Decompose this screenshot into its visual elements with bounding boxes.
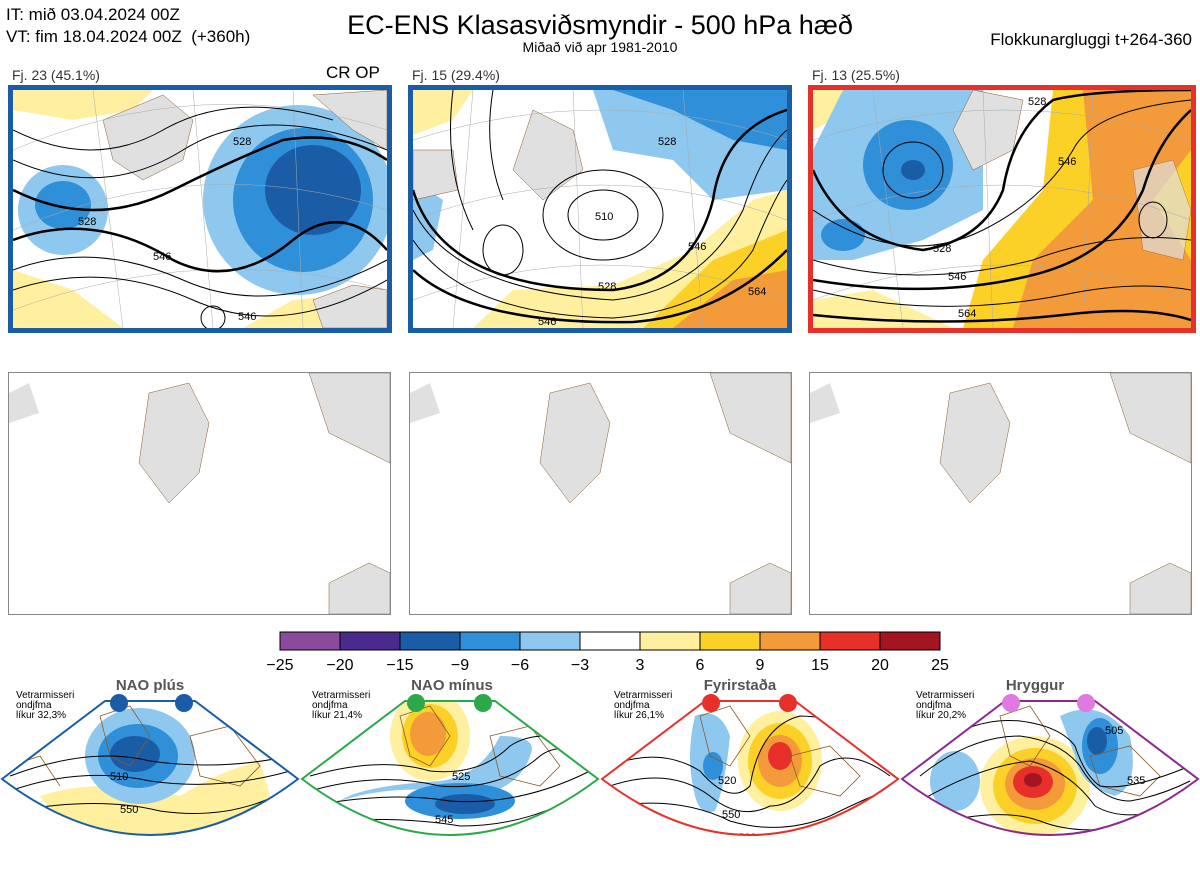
- regime-1-note: Vetrarmisseri: [16, 690, 74, 701]
- regime-1-note: líkur 32,3%: [16, 710, 66, 721]
- colorbar-tick-label: −25: [266, 657, 293, 674]
- colorbar-bin: [819, 631, 881, 651]
- regime-4-note: líkur 20,2%: [916, 710, 966, 721]
- regime-nao-minus: 525 545 565 NAO mínus Vetrarmisseri ondj…: [300, 676, 600, 871]
- cluster-2-map: 528 510 528 546 546 564: [408, 85, 792, 333]
- page-subtitle: Miðað við apr 1981-2010: [522, 39, 678, 55]
- cluster-3-contour-label: 564: [958, 308, 976, 320]
- regime-2-dot: [407, 694, 425, 712]
- cluster-2-contour-label: 546: [688, 241, 706, 253]
- regime-4-note: Vetrarmisseri: [916, 690, 974, 701]
- empty-map-2: [409, 372, 792, 615]
- regime-4-title: Hryggur: [1006, 677, 1065, 694]
- cluster-1-map: 528 546 546 528: [8, 85, 392, 333]
- regime-3-dot: [779, 694, 797, 712]
- cluster-2-contour-label: 546: [538, 316, 556, 328]
- regime-3-contour-label: 550: [722, 809, 740, 821]
- regime-2-contour-label: 565: [445, 849, 463, 861]
- regime-2-note: Vetrarmisseri: [312, 690, 370, 701]
- regime-1-contour-label: 550: [120, 804, 138, 816]
- regime-3-note: ondjfma: [614, 700, 650, 711]
- colorbar-bin: [879, 631, 941, 651]
- colorbar-tick-label: 3: [636, 657, 645, 674]
- colorbar-bin: [579, 631, 641, 651]
- regime-2-dot: [474, 694, 492, 712]
- colorbar: −25 −20 −15 −9 −6 −3 3 6 9 15 20 25: [262, 628, 962, 676]
- regime-4-dot: [1077, 694, 1095, 712]
- cluster-2-contour-label: 510: [595, 211, 613, 223]
- cluster-3-map: 528 546 528 546 564: [808, 85, 1196, 333]
- colorbar-bin: [699, 631, 761, 651]
- cluster-window: Flokkunargluggi t+264-360: [990, 30, 1192, 49]
- cluster-3-contour-label: 528: [933, 243, 951, 255]
- colorbar-bin: [459, 631, 521, 651]
- page-title: EC-ENS Klasasviðsmyndir - 500 hPa hæð: [347, 10, 853, 40]
- colorbar-tick-label: −9: [451, 657, 469, 674]
- colorbar-tick-label: −20: [326, 657, 353, 674]
- regime-2-note: líkur 21,4%: [312, 710, 362, 721]
- cluster-2-contour-label: 564: [748, 286, 766, 298]
- regime-blocking: 520 550 560 Fyrirstaða Vetrarmisseri ond…: [600, 676, 900, 871]
- regime-2-contour-label: 545: [435, 814, 453, 826]
- cluster-3-label: Fj. 13 (25.5%): [812, 67, 900, 83]
- colorbar-tick-label: 9: [756, 657, 765, 674]
- cluster-2-contour-label: 528: [598, 281, 616, 293]
- cluster-1-contour-label: 528: [233, 136, 251, 148]
- regime-3-contour-label: 560: [738, 832, 756, 844]
- regime-3-dot: [702, 694, 720, 712]
- colorbar-tick-label: 25: [931, 657, 949, 674]
- regime-4-note: ondjfma: [916, 700, 952, 711]
- it-line: IT: mið 03.04.2024 00Z: [6, 5, 180, 24]
- regime-4-contour-label: 535: [1127, 775, 1145, 787]
- cluster-3-contour-label: 546: [1058, 156, 1076, 168]
- colorbar-tick-label: 6: [696, 657, 705, 674]
- regime-4-contour-label: 505: [1105, 725, 1123, 737]
- regime-2-note: ondjfma: [312, 700, 348, 711]
- colorbar-bin: [519, 631, 581, 651]
- cluster-2-label: Fj. 15 (29.4%): [412, 67, 500, 83]
- header-info: IT: mið 03.04.2024 00Z VT: fim 18.04.202…: [6, 4, 250, 48]
- cluster-3-contour-label: 528: [1028, 96, 1046, 108]
- colorbar-bin: [279, 631, 341, 651]
- colorbar-bin: [639, 631, 701, 651]
- regime-ridge: 505 535 560 Hryggur Vetrarmisseri ondjfm…: [900, 676, 1200, 871]
- regime-3-contour-label: 520: [718, 775, 736, 787]
- cluster-1-tag: CR OP: [326, 63, 380, 82]
- cluster-3-contour-label: 546: [948, 271, 966, 283]
- colorbar-bin: [399, 631, 461, 651]
- colorbar-tick-label: −3: [571, 657, 589, 674]
- cluster-1-contour-label: 546: [153, 251, 171, 263]
- colorbar-tick-label: −15: [386, 657, 413, 674]
- colorbar-tick-label: 15: [811, 657, 829, 674]
- cluster-1-contour-label: 528: [78, 216, 96, 228]
- regime-3-title: Fyrirstaða: [704, 677, 777, 694]
- colorbar-bin: [759, 631, 821, 651]
- cluster-1-contour-label: 546: [238, 311, 256, 323]
- colorbar-tick-label: 20: [871, 657, 889, 674]
- cluster-2-contour-label: 528: [658, 136, 676, 148]
- vt-line: VT: fim 18.04.2024 00Z (+360h): [6, 27, 251, 46]
- regime-4-dot: [1002, 694, 1020, 712]
- regime-3-note: líkur 26,1%: [614, 710, 664, 721]
- regime-2-contour-label: 525: [452, 771, 470, 783]
- regime-1-note: ondjfma: [16, 700, 52, 711]
- regime-2-title: NAO mínus: [411, 677, 493, 694]
- regime-1-title: NAO plús: [116, 677, 184, 694]
- empty-map-3: [809, 372, 1192, 615]
- regime-1-dot: [110, 694, 128, 712]
- cluster-1-label: Fj. 23 (45.1%): [12, 67, 100, 83]
- colorbar-bin: [339, 631, 401, 651]
- regime-4-contour-label: 560: [1132, 821, 1150, 833]
- empty-map-1: [8, 372, 391, 615]
- regime-1-contour-label: 510: [110, 771, 128, 783]
- colorbar-tick-label: −6: [511, 657, 529, 674]
- regime-3-note: Vetrarmisseri: [614, 690, 672, 701]
- regime-1-dot: [175, 694, 193, 712]
- regime-nao-plus: 510 550 NAO plús Vetrarmisseri ondjfma l…: [0, 676, 300, 871]
